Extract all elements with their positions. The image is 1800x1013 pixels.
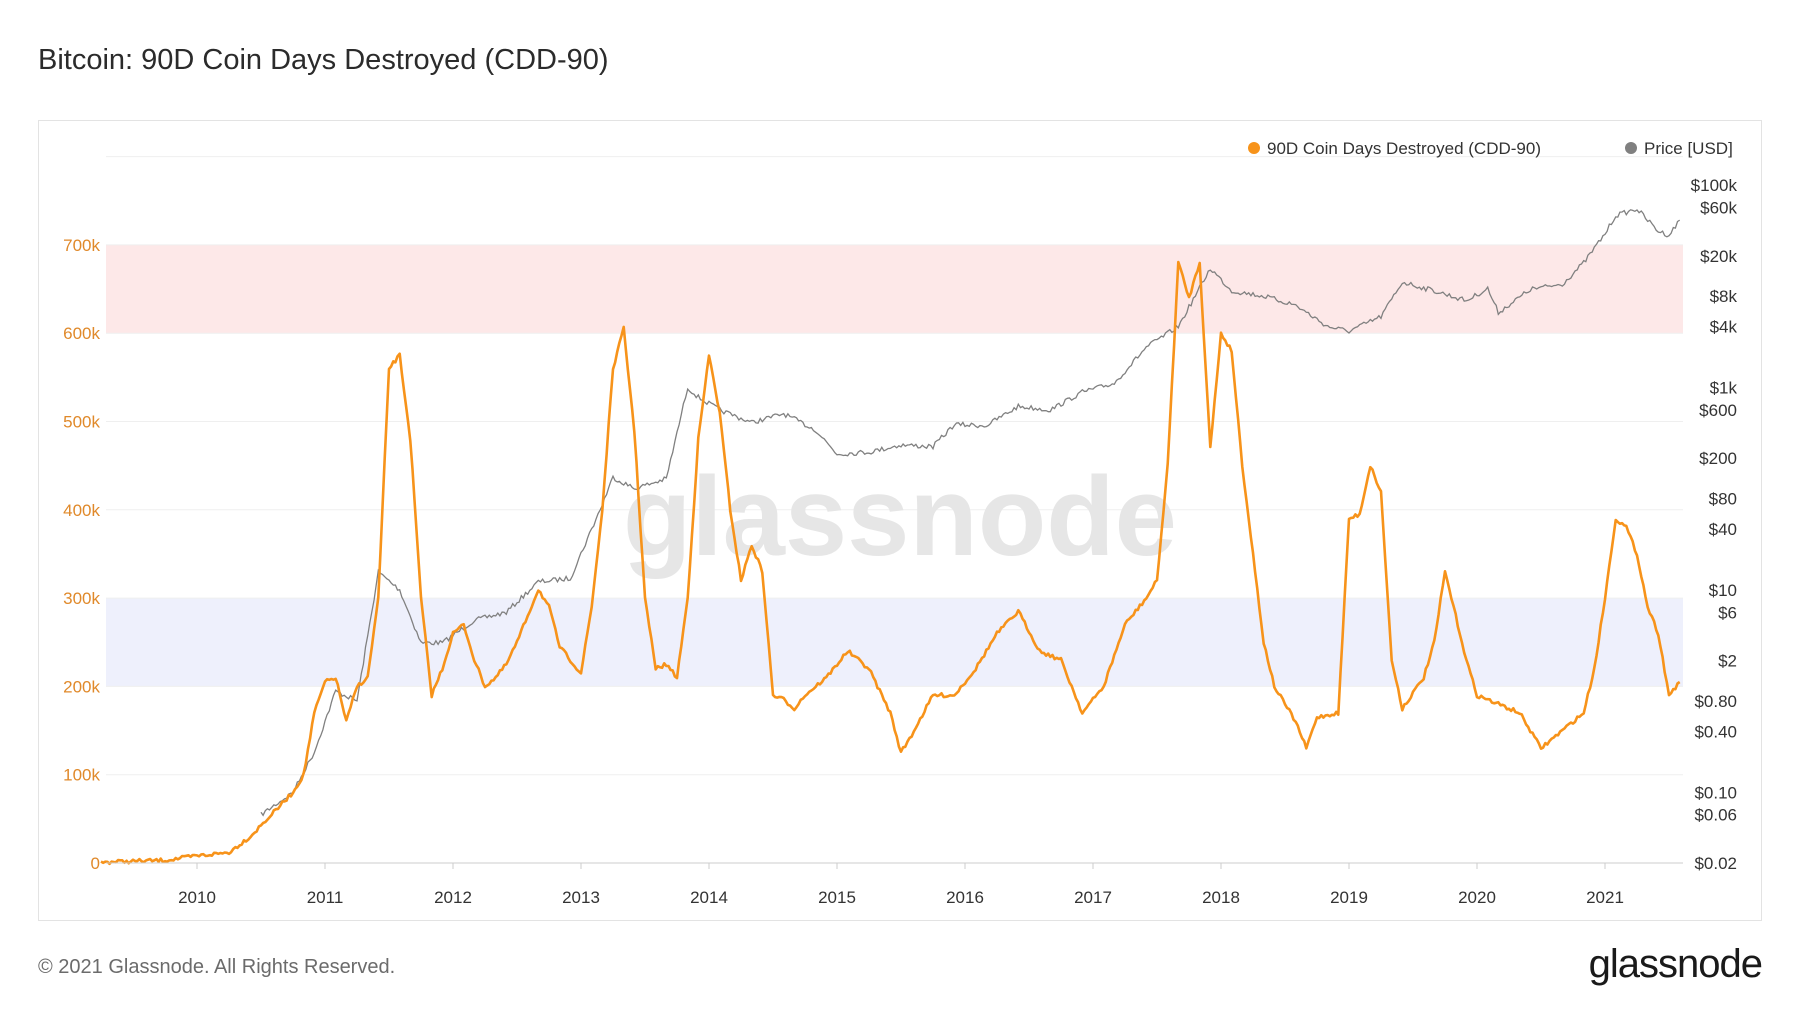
x-tick-label: 2012: [434, 888, 472, 907]
x-tick-label: 2015: [818, 888, 856, 907]
y-right-tick-label: $200: [1699, 449, 1737, 468]
x-tick-label: 2017: [1074, 888, 1112, 907]
y-right-tick-label: $100k: [1691, 176, 1738, 195]
y-right-tick-label: $4k: [1710, 318, 1738, 337]
y-right-tick-label: $8k: [1710, 287, 1738, 306]
y-left-tick-label: 300k: [63, 589, 100, 608]
legend-label-cdd[interactable]: 90D Coin Days Destroyed (CDD-90): [1267, 139, 1541, 158]
y-right-tick-label: $80: [1709, 489, 1737, 508]
legend-marker-price: [1625, 142, 1637, 154]
price-line: [260, 209, 1681, 817]
y-right-tick-label: $0.80: [1694, 692, 1737, 711]
chart-title: Bitcoin: 90D Coin Days Destroyed (CDD-90…: [38, 44, 609, 76]
x-tick-label: 2011: [307, 888, 344, 907]
legend: 90D Coin Days Destroyed (CDD-90) Price […: [1248, 139, 1733, 158]
cdd-line: [100, 260, 1681, 866]
watermark: glassnode: [623, 454, 1177, 579]
glassnode-logo: glassnode: [1588, 942, 1763, 986]
y-left-tick-label: 700k: [63, 236, 100, 255]
y-left-tick-label: 500k: [63, 413, 100, 432]
y-right-tick-label: $600: [1699, 401, 1737, 420]
x-tick-label: 2020: [1458, 888, 1496, 907]
y-right-tick-label: $20k: [1700, 247, 1737, 266]
x-tick-label: 2014: [690, 888, 728, 907]
x-tick-label: 2016: [946, 888, 984, 907]
x-tick-label: 2019: [1330, 888, 1368, 907]
copyright: © 2021 Glassnode. All Rights Reserved.: [38, 956, 396, 978]
y-right-tick-label: $1k: [1710, 378, 1738, 397]
y-right-tick-label: $10: [1709, 581, 1737, 600]
y-right-tick-label: $0.06: [1694, 806, 1737, 825]
x-tick-label: 2018: [1202, 888, 1240, 907]
y-left-tick-label: 0: [91, 854, 100, 873]
band-0: [106, 244, 1683, 334]
y-right-tick-label: $0.40: [1694, 722, 1737, 741]
legend-marker-cdd: [1248, 142, 1260, 154]
y-right-tick-label: $6: [1718, 603, 1737, 622]
y-right-tick-label: $0.02: [1694, 854, 1737, 873]
x-tick-label: 2021: [1586, 888, 1624, 907]
y-left-tick-label: 400k: [63, 501, 100, 520]
y-right-tick-label: $40: [1709, 520, 1737, 539]
legend-label-price[interactable]: Price [USD]: [1644, 139, 1733, 158]
y-left-tick-label: 600k: [63, 324, 100, 343]
band-1: [106, 598, 1683, 687]
x-tick-label: 2013: [562, 888, 600, 907]
y-left-tick-label: 100k: [63, 766, 100, 785]
y-right-tick-label: $0.10: [1694, 783, 1737, 802]
y-right-tick-label: $60k: [1700, 199, 1737, 218]
x-tick-label: 2010: [178, 888, 216, 907]
chart-frame: [38, 120, 1762, 921]
y-left-tick-label: 200k: [63, 677, 100, 696]
y-right-tick-label: $2: [1718, 652, 1737, 671]
